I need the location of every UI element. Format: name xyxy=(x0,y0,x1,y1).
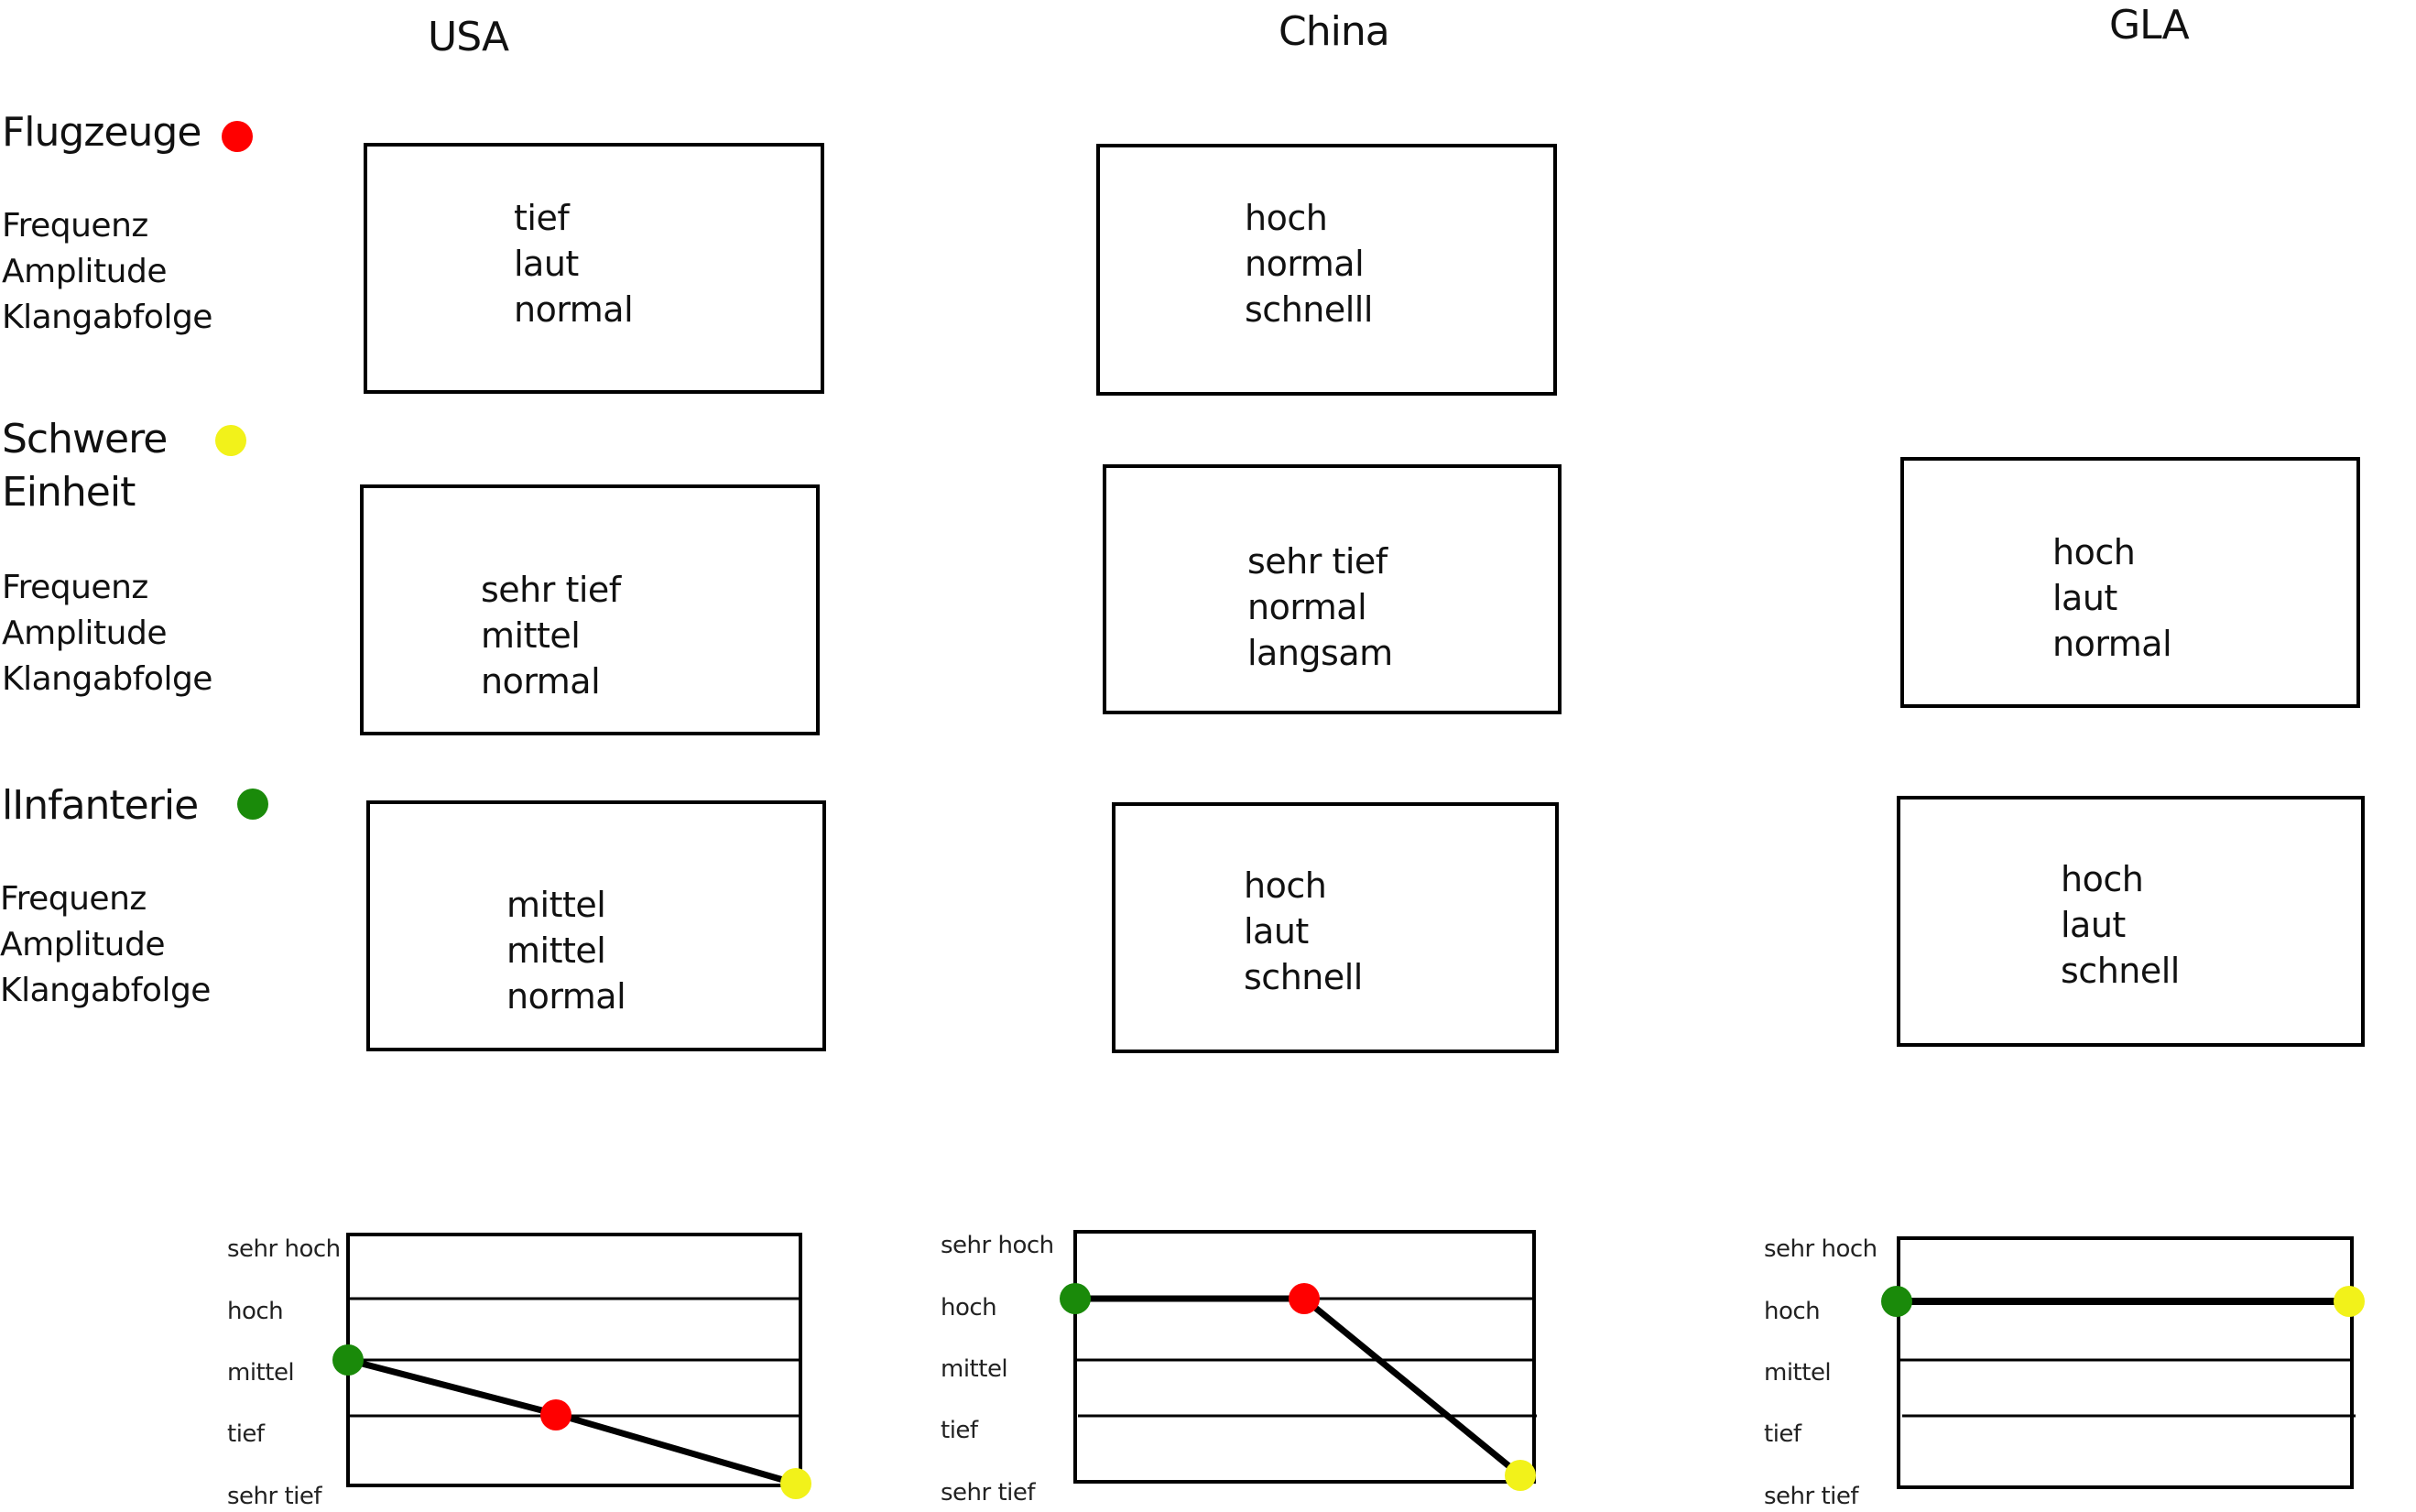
cell-values-usa-infanterie: mittel mittel normal xyxy=(506,882,626,1019)
chart-usa-line xyxy=(347,1356,797,1487)
ylabel-mittel: mittel xyxy=(227,1359,295,1387)
value-frequenz: sehr tief xyxy=(481,570,621,610)
ylabel-tief: tief xyxy=(941,1417,978,1444)
ylabel-sehr-tief: sehr tief xyxy=(941,1479,1036,1507)
value-klangabfolge: normal xyxy=(514,289,634,330)
ylabel-hoch: hoch xyxy=(941,1294,997,1322)
value-klangabfolge: normal xyxy=(506,976,626,1017)
cell-values-gla-schwere-einheit: hoch laut normal xyxy=(2052,529,2172,667)
cell-values-usa-schwere-einheit: sehr tief mittel normal xyxy=(481,567,621,704)
ylabel-sehr-tief: sehr tief xyxy=(227,1483,322,1510)
value-frequenz: hoch xyxy=(1244,865,1327,906)
value-klangabfolge: schnelll xyxy=(1245,289,1373,330)
category-label-schwere-einheit-line1: Schwere xyxy=(2,416,168,462)
ylabel-mittel: mittel xyxy=(941,1355,1008,1383)
attribute-frequenz: Frequenz xyxy=(2,207,148,245)
category-label-flugzeuge: Flugzeuge xyxy=(2,109,201,156)
attribute-klangabfolge: Klangabfolge xyxy=(2,660,212,698)
cell-values-china-infanterie: hoch laut schnell xyxy=(1244,863,1363,1000)
ylabel-tief: tief xyxy=(227,1420,265,1448)
value-amplitude: laut xyxy=(1244,911,1309,952)
yellow-dot-icon xyxy=(2334,1286,2365,1317)
cell-values-china-schwere-einheit: sehr tief normal langsam xyxy=(1247,538,1393,676)
red-dot-icon xyxy=(222,121,253,152)
attribute-klangabfolge: Klangabfolge xyxy=(0,972,211,1009)
value-frequenz: hoch xyxy=(2052,532,2136,572)
value-amplitude: laut xyxy=(514,244,579,284)
attribute-labels-infanterie: Frequenz Amplitude Klangabfolge xyxy=(0,876,211,1014)
red-dot-icon xyxy=(1289,1283,1320,1314)
attribute-labels-flugzeuge: Frequenz Amplitude Klangabfolge xyxy=(2,203,212,341)
value-frequenz: tief xyxy=(514,198,570,238)
value-amplitude: normal xyxy=(1247,587,1367,627)
cell-values-usa-flugzeuge: tief laut normal xyxy=(514,195,634,332)
chart-usa xyxy=(332,1233,811,1499)
ylabel-sehr-hoch: sehr hoch xyxy=(941,1232,1054,1259)
attribute-klangabfolge: Klangabfolge xyxy=(2,299,212,336)
attribute-amplitude: Amplitude xyxy=(0,926,165,963)
ylabel-mittel: mittel xyxy=(1764,1359,1832,1387)
chart-china-frame xyxy=(1073,1230,1536,1484)
chart-china xyxy=(1060,1230,1537,1491)
value-amplitude: laut xyxy=(2061,905,2126,945)
chart-gla-frame xyxy=(1897,1236,2354,1489)
value-amplitude: mittel xyxy=(481,615,581,656)
cell-gla-schwere-einheit xyxy=(1900,457,2360,708)
category-label-schwere-einheit-line2: Einheit xyxy=(2,469,136,516)
value-klangabfolge: schnell xyxy=(1244,957,1363,997)
value-frequenz: mittel xyxy=(506,885,606,925)
attribute-amplitude: Amplitude xyxy=(2,615,167,652)
cell-usa-schwere-einheit xyxy=(360,484,820,735)
attribute-amplitude: Amplitude xyxy=(2,253,167,290)
value-klangabfolge: normal xyxy=(481,661,601,702)
ylabel-sehr-tief: sehr tief xyxy=(1764,1483,1859,1510)
yellow-dot-icon xyxy=(215,425,246,456)
value-klangabfolge: normal xyxy=(2052,624,2172,664)
green-dot-icon xyxy=(237,789,268,820)
column-header-gla: GLA xyxy=(2109,2,2190,49)
value-klangabfolge: schnell xyxy=(2061,951,2180,991)
value-klangabfolge: langsam xyxy=(1247,633,1393,673)
cell-china-infanterie xyxy=(1112,802,1559,1053)
cell-usa-infanterie xyxy=(366,800,826,1051)
yellow-dot-icon xyxy=(780,1468,811,1499)
chart-china-line xyxy=(1075,1295,1523,1478)
cell-usa-flugzeuge xyxy=(364,143,824,394)
ylabel-sehr-hoch: sehr hoch xyxy=(227,1235,341,1263)
value-frequenz: hoch xyxy=(1245,198,1328,238)
cell-values-china-flugzeuge: hoch normal schnelll xyxy=(1245,195,1373,332)
column-header-usa: USA xyxy=(428,14,509,60)
value-amplitude: normal xyxy=(1245,244,1365,284)
cell-gla-infanterie xyxy=(1897,796,2365,1047)
ylabel-sehr-hoch: sehr hoch xyxy=(1764,1235,1877,1263)
ylabel-hoch: hoch xyxy=(1764,1298,1821,1325)
yellow-dot-icon xyxy=(1505,1460,1536,1491)
cell-china-schwere-einheit xyxy=(1103,464,1562,714)
cell-values-gla-infanterie: hoch laut schnell xyxy=(2061,856,2180,994)
value-amplitude: mittel xyxy=(506,930,606,971)
category-label-infanterie: lInfanterie xyxy=(2,782,199,829)
ylabel-hoch: hoch xyxy=(227,1298,284,1325)
red-dot-icon xyxy=(540,1399,571,1430)
column-header-china: China xyxy=(1279,8,1390,55)
value-amplitude: laut xyxy=(2052,578,2117,618)
attribute-frequenz: Frequenz xyxy=(2,569,148,606)
attribute-frequenz: Frequenz xyxy=(0,880,147,918)
attribute-labels-schwere-einheit: Frequenz Amplitude Klangabfolge xyxy=(2,565,212,702)
value-frequenz: sehr tief xyxy=(1247,541,1388,582)
ylabel-tief: tief xyxy=(1764,1420,1801,1448)
green-dot-icon xyxy=(1881,1286,1912,1317)
value-frequenz: hoch xyxy=(2061,859,2144,899)
green-dot-icon xyxy=(332,1344,364,1376)
green-dot-icon xyxy=(1060,1283,1091,1314)
chart-gla xyxy=(1881,1236,2365,1489)
cell-china-flugzeuge xyxy=(1096,144,1557,396)
